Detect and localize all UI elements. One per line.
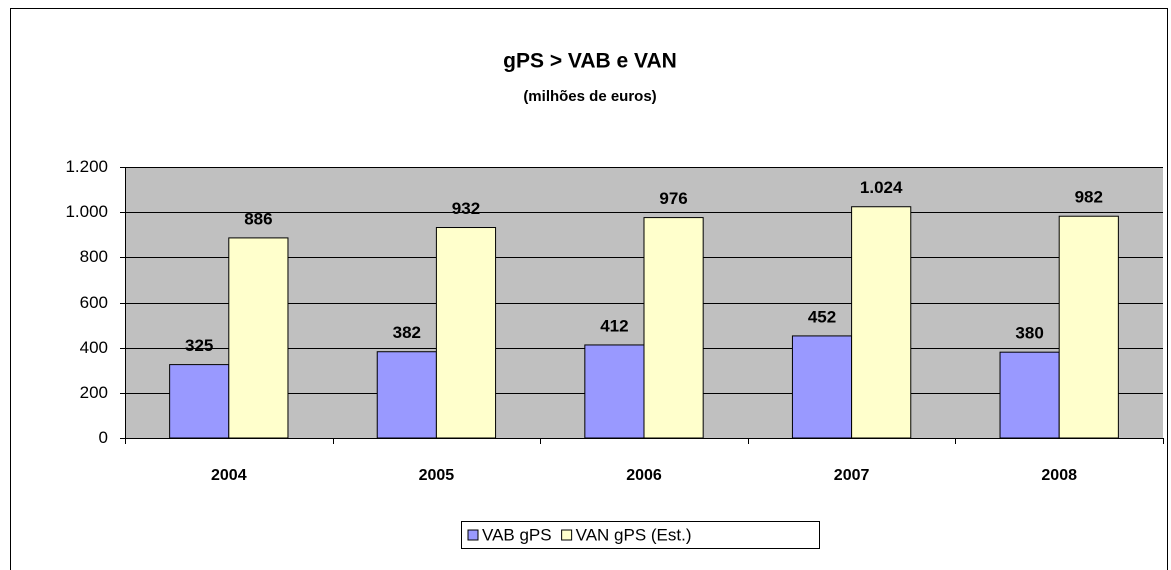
chart-subtitle: (milhões de euros) xyxy=(523,88,656,105)
bar xyxy=(643,217,704,439)
x-tick-label: 2007 xyxy=(834,467,870,484)
bar xyxy=(1058,215,1119,439)
legend-swatch xyxy=(561,529,573,541)
chart-title: gPS > VAB e VAN xyxy=(503,50,677,73)
y-tick-label: 800 xyxy=(80,247,108,266)
data-label: 382 xyxy=(393,323,421,342)
data-label: 452 xyxy=(808,307,836,326)
legend-label: VAN gPS (Est.) xyxy=(576,525,692,544)
y-tick-label: 200 xyxy=(80,383,108,402)
legend-label: VAB gPS xyxy=(482,525,552,544)
data-label: 886 xyxy=(244,209,272,228)
legend-box xyxy=(461,521,820,549)
x-tick-label: 2005 xyxy=(419,467,455,484)
bar xyxy=(791,335,853,439)
bar xyxy=(435,227,497,439)
data-label: 380 xyxy=(1015,324,1043,343)
x-tick-label: 2006 xyxy=(626,467,662,484)
bar xyxy=(851,206,912,439)
legend-swatch xyxy=(467,529,479,541)
y-tick-label: 400 xyxy=(80,338,108,357)
y-tick-label: 1.200 xyxy=(65,157,108,176)
data-label: 976 xyxy=(659,189,687,208)
data-label: 932 xyxy=(452,199,480,218)
x-tick-label: 2004 xyxy=(211,467,247,484)
data-label: 982 xyxy=(1075,188,1103,207)
bar xyxy=(584,344,645,439)
x-tick-label: 2008 xyxy=(1041,467,1077,484)
bar xyxy=(228,237,289,439)
data-label: 325 xyxy=(185,336,213,355)
y-tick-label: 1.000 xyxy=(65,202,108,221)
bar xyxy=(169,364,230,439)
data-label: 1.024 xyxy=(860,178,903,197)
bar xyxy=(999,351,1060,439)
data-label: 412 xyxy=(600,316,628,335)
bar xyxy=(376,351,437,439)
y-tick-label: 0 xyxy=(99,428,108,447)
y-tick-label: 600 xyxy=(80,293,108,312)
